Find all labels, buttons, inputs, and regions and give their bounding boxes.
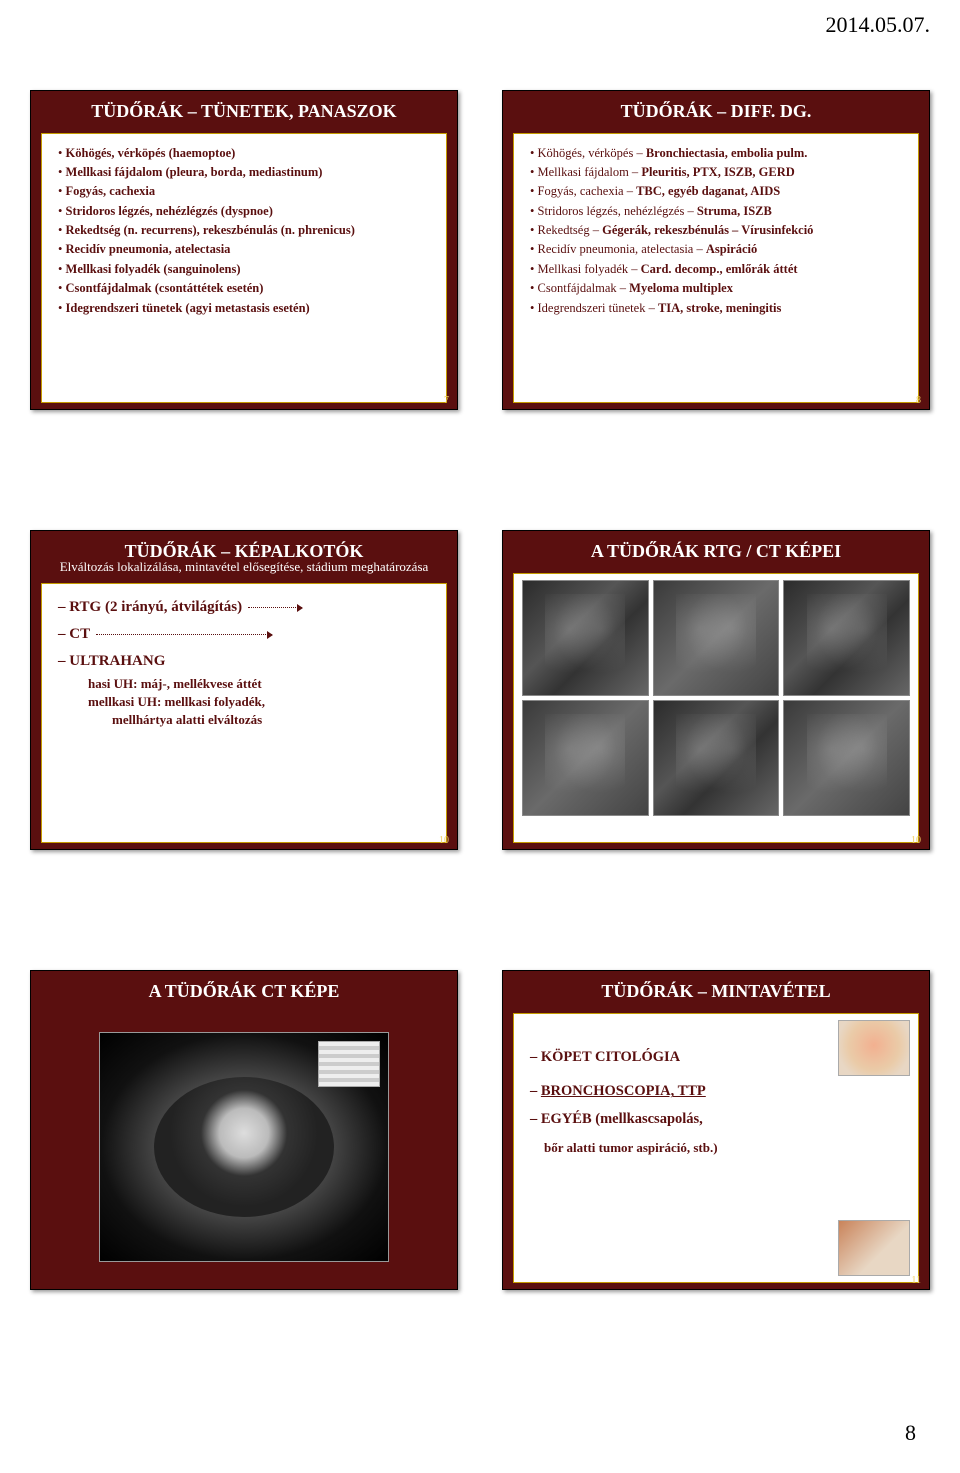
list-item: Mellkasi folyadék – Card. decomp., emlőr…: [530, 260, 906, 279]
sub-item: bőr alatti tumor aspiráció, stb.): [544, 1139, 906, 1157]
slide-panel: [513, 573, 919, 843]
list-item: Stridoros légzés, nehézlégzés – Struma, …: [530, 202, 906, 221]
slide-panel: Köhögés, vérköpés (haemoptoe) Mellkasi f…: [41, 133, 447, 403]
arrow-icon: [248, 607, 302, 608]
slide-subtitle: Elváltozás lokalizálása, mintavétel elős…: [31, 559, 457, 581]
slide-title: TÜDŐRÁK – DIFF. DG.: [503, 91, 929, 131]
list-item: Mellkasi folyadék (sanguinolens): [58, 260, 434, 279]
chest-xray-image: [653, 580, 780, 696]
slide-diffdg: TÜDŐRÁK – DIFF. DG. Köhögés, vérköpés – …: [502, 90, 930, 410]
row-2: TÜDŐRÁK – KÉPALKOTÓK Elváltozás lokalizá…: [30, 530, 930, 850]
list-item: Recidív pneumonia, atelectasia – Aspirác…: [530, 240, 906, 259]
specimen-image: [838, 1220, 910, 1276]
sub-item: mellhártya alatti elváltozás: [112, 711, 434, 729]
bullet-list: Köhögés, vérköpés – Bronchiectasia, embo…: [530, 144, 906, 318]
sub-item: hasi UH: máj-, mellékvese áttét: [88, 675, 434, 693]
image-row: [522, 580, 910, 696]
slide-panel: Köhögés, vérköpés – Bronchiectasia, embo…: [513, 133, 919, 403]
slide-tunetek: TÜDŐRÁK – TÜNETEK, PANASZOK Köhögés, vér…: [30, 90, 458, 410]
list-item: EGYÉB (mellkascsapolás, bőr alatti tumor…: [530, 1109, 906, 1157]
slide-number: 7: [444, 395, 449, 406]
slide-title: TÜDŐRÁK – MINTAVÉTEL: [503, 971, 929, 1011]
list-item: Fogyás, cachexia: [58, 182, 434, 201]
slide-grid: TÜDŐRÁK – TÜNETEK, PANASZOK Köhögés, vér…: [0, 0, 960, 1350]
list-item: Köhögés, vérköpés – Bronchiectasia, embo…: [530, 144, 906, 163]
list-item: Stridoros légzés, nehézlégzés (dyspnoe): [58, 202, 434, 221]
row-3: A TÜDŐRÁK CT KÉPE TÜDŐRÁK – MINTAVÉTEL K…: [30, 970, 930, 1290]
slide-mintavetel: TÜDŐRÁK – MINTAVÉTEL KÖPET CITOLÓGIA BRO…: [502, 970, 930, 1290]
slide-panel: RTG (2 irányú, átvilágítás) CT ULTRAHANG…: [41, 583, 447, 843]
list-item: RTG (2 irányú, átvilágítás): [58, 594, 434, 621]
list-item: Rekedtség (n. recurrens), rekeszbénulás …: [58, 221, 434, 240]
list-item: Fogyás, cachexia – TBC, egyéb daganat, A…: [530, 182, 906, 201]
bullet-list: Köhögés, vérköpés (haemoptoe) Mellkasi f…: [58, 144, 434, 318]
slide-panel: KÖPET CITOLÓGIA BRONCHOSCOPIA, TTP EGYÉB…: [513, 1013, 919, 1283]
ct-scan-image: [99, 1032, 389, 1262]
list-item: CT: [58, 621, 434, 648]
chest-xray-image: [653, 700, 780, 816]
dash-list: RTG (2 irányú, átvilágítás) CT ULTRAHANG…: [58, 594, 434, 730]
slide-rtgct: A TÜDŐRÁK RTG / CT KÉPEI 10: [502, 530, 930, 850]
list-item: Idegrendszeri tünetek – TIA, stroke, men…: [530, 299, 906, 318]
slide-number: 10: [911, 835, 921, 846]
list-item: Mellkasi fájdalom (pleura, borda, medias…: [58, 163, 434, 182]
slide-title: TÜDŐRÁK – TÜNETEK, PANASZOK: [31, 91, 457, 131]
chest-xray-image: [783, 580, 910, 696]
list-item: Rekedtség – Gégerák, rekeszbénulás – Vír…: [530, 221, 906, 240]
slide-title: A TÜDŐRÁK RTG / CT KÉPEI: [503, 531, 929, 571]
slide-title: A TÜDŐRÁK CT KÉPE: [31, 971, 457, 1011]
sub-item: mellkasi UH: mellkasi folyadék,: [88, 693, 434, 711]
chest-xray-image: [522, 580, 649, 696]
list-item: ULTRAHANG hasi UH: máj-, mellékvese átté…: [58, 648, 434, 730]
slide-number: 11: [911, 1275, 921, 1286]
arrow-icon: [96, 634, 272, 635]
list-item: Recidív pneumonia, atelectasia: [58, 240, 434, 259]
specimen-image: [838, 1020, 910, 1076]
slide-ct: A TÜDŐRÁK CT KÉPE: [30, 970, 458, 1290]
slide-kepalkotok: TÜDŐRÁK – KÉPALKOTÓK Elváltozás lokalizá…: [30, 530, 458, 850]
list-item: Mellkasi fájdalom – Pleuritis, PTX, ISZB…: [530, 163, 906, 182]
list-item: Idegrendszeri tünetek (agyi metastasis e…: [58, 299, 434, 318]
slide-number: 10: [439, 835, 449, 846]
list-item: Csontfájdalmak (csontáttétek esetén): [58, 279, 434, 298]
page-date: 2014.05.07.: [826, 12, 931, 38]
row-1: TÜDŐRÁK – TÜNETEK, PANASZOK Köhögés, vér…: [30, 90, 930, 410]
chest-xray-image: [522, 700, 649, 816]
page-number: 8: [905, 1420, 916, 1446]
list-item: Csontfájdalmak – Myeloma multiplex: [530, 279, 906, 298]
slide-number: 8: [916, 395, 921, 406]
list-item: BRONCHOSCOPIA, TTP: [530, 1074, 906, 1109]
list-item: Köhögés, vérköpés (haemoptoe): [58, 144, 434, 163]
image-row: [522, 700, 910, 816]
chest-xray-image: [783, 700, 910, 816]
